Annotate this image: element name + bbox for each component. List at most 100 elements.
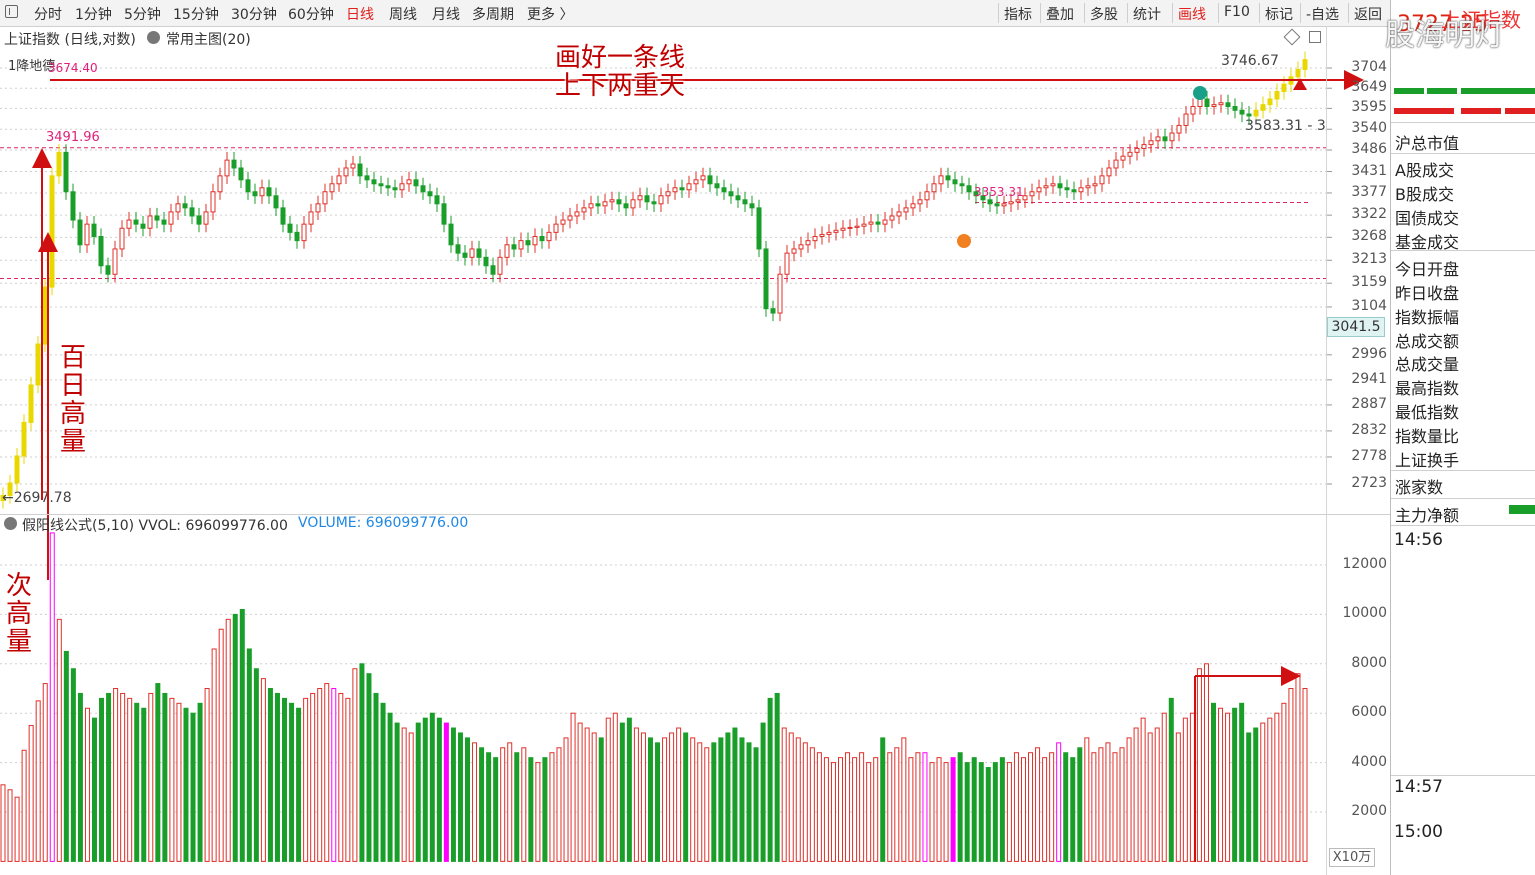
candle-body — [1274, 91, 1280, 100]
volume-bar — [957, 752, 963, 862]
tool-button-6[interactable]: 标记 — [1265, 7, 1293, 23]
candle-body — [812, 235, 818, 242]
candle-body — [182, 203, 188, 209]
volume-bar — [859, 752, 865, 862]
candle-body — [791, 248, 797, 254]
candle-body — [294, 231, 300, 242]
bar-red-1 — [1394, 108, 1454, 114]
candle-body — [672, 187, 678, 193]
price-tick-label: 3649 — [1351, 79, 1387, 96]
candle-body — [700, 175, 706, 181]
volume-bar — [91, 717, 97, 862]
indicator-menu-icon[interactable] — [147, 31, 160, 44]
volume-bar — [1189, 712, 1195, 862]
candle-body — [868, 221, 874, 225]
candle-body — [861, 223, 867, 227]
candle-body — [567, 215, 573, 221]
price-chart[interactable]: 3674.40 3491.96 ←2697.78 3353.31 3746.67 3583… — [0, 26, 1390, 875]
candle-body — [231, 159, 237, 169]
tool-button-5[interactable]: F10 — [1224, 4, 1250, 20]
candle-body — [448, 223, 454, 246]
candle-body — [735, 195, 741, 201]
bar-red-2 — [1461, 108, 1501, 114]
signal-marker — [957, 234, 971, 248]
volume-bar — [1281, 702, 1287, 862]
high-price-label: 3674.40 — [48, 61, 98, 75]
volume-bar — [999, 757, 1005, 862]
tool-button-8[interactable]: 返回 — [1354, 7, 1382, 23]
volume-bar — [669, 732, 675, 862]
tool-button-3[interactable]: 统计 — [1133, 7, 1161, 23]
tool-button-1[interactable]: 叠加 — [1046, 7, 1074, 23]
volume-bar — [816, 752, 822, 862]
toolbar-separator — [1218, 3, 1219, 23]
volume-bar — [14, 796, 20, 862]
volume-bar — [338, 692, 344, 862]
candle-body — [1120, 155, 1126, 161]
window-icon[interactable] — [1309, 31, 1321, 43]
volume-bar — [577, 722, 583, 862]
panel-separator — [1391, 153, 1535, 154]
period-tab-7[interactable]: 周线 — [389, 7, 417, 23]
tool-button-4[interactable]: 画线 — [1178, 7, 1206, 23]
period-tab-6[interactable]: 日线 — [346, 7, 374, 23]
volume-bar — [549, 752, 555, 862]
volume-bar — [528, 757, 534, 862]
panel-toggle-icon[interactable] — [5, 5, 18, 18]
volume-bar — [1006, 762, 1012, 862]
quote-field-7: 指数振幅 — [1395, 308, 1460, 327]
candle-body — [728, 191, 734, 197]
panel-separator — [1391, 470, 1535, 471]
period-tab-5[interactable]: 60分钟 — [288, 7, 334, 23]
period-tab-2[interactable]: 5分钟 — [124, 7, 161, 23]
candle-body — [518, 240, 524, 250]
quote-field-0: 沪总市值 — [1395, 134, 1460, 153]
volume-menu-icon[interactable] — [4, 517, 17, 530]
volume-bar — [1203, 663, 1209, 862]
period-tab-3[interactable]: 15分钟 — [173, 7, 219, 23]
volume-bar — [535, 762, 541, 862]
candle-body — [1295, 68, 1301, 78]
candle-body — [847, 226, 853, 229]
period-tab-4[interactable]: 30分钟 — [231, 7, 277, 23]
bar-green-1 — [1394, 88, 1424, 94]
tool-button-0[interactable]: 指标 — [1004, 7, 1032, 23]
candle-body — [679, 187, 685, 191]
volume-bar — [823, 757, 829, 862]
volume-bar — [274, 692, 280, 862]
candle-body — [224, 159, 230, 177]
period-tab-0[interactable]: 分时 — [34, 7, 62, 23]
candle-body — [854, 225, 860, 228]
volume-bar — [113, 688, 119, 862]
annotation-vertical-1: 百日高量 — [60, 343, 87, 457]
volume-bar — [1049, 752, 1055, 862]
volume-bar — [134, 702, 140, 862]
candle-body — [336, 175, 342, 185]
candle-body — [504, 244, 510, 258]
volume-bar — [514, 752, 520, 862]
volume-bar — [56, 618, 62, 862]
volume-bar — [647, 737, 653, 862]
volume-bar — [324, 683, 330, 862]
volume-bar — [704, 747, 710, 862]
volume-bar — [1133, 727, 1139, 862]
volume-bar — [204, 688, 210, 862]
candle-body — [287, 223, 293, 233]
candle-body — [63, 151, 69, 193]
candle-body — [763, 248, 769, 310]
period-tab-1[interactable]: 1分钟 — [75, 7, 112, 23]
candle-body — [399, 183, 405, 191]
period-tab-8[interactable]: 月线 — [432, 7, 460, 23]
indicator-menu[interactable]: 常用主图(20) — [166, 32, 251, 48]
volume-bar — [1112, 752, 1118, 862]
volume-bar — [1239, 702, 1245, 862]
period-tab-10[interactable]: 更多 〉 — [527, 7, 574, 23]
period-tab-9[interactable]: 多周期 — [472, 7, 514, 23]
top-price-label: 3746.67 — [1221, 53, 1279, 69]
volume-bar — [683, 732, 689, 862]
candle-body — [42, 286, 48, 345]
tool-button-2[interactable]: 多股 — [1090, 7, 1118, 23]
tool-button-7[interactable]: -自选 — [1306, 7, 1340, 23]
panel-separator — [1391, 250, 1535, 251]
volume-bar — [253, 668, 259, 862]
